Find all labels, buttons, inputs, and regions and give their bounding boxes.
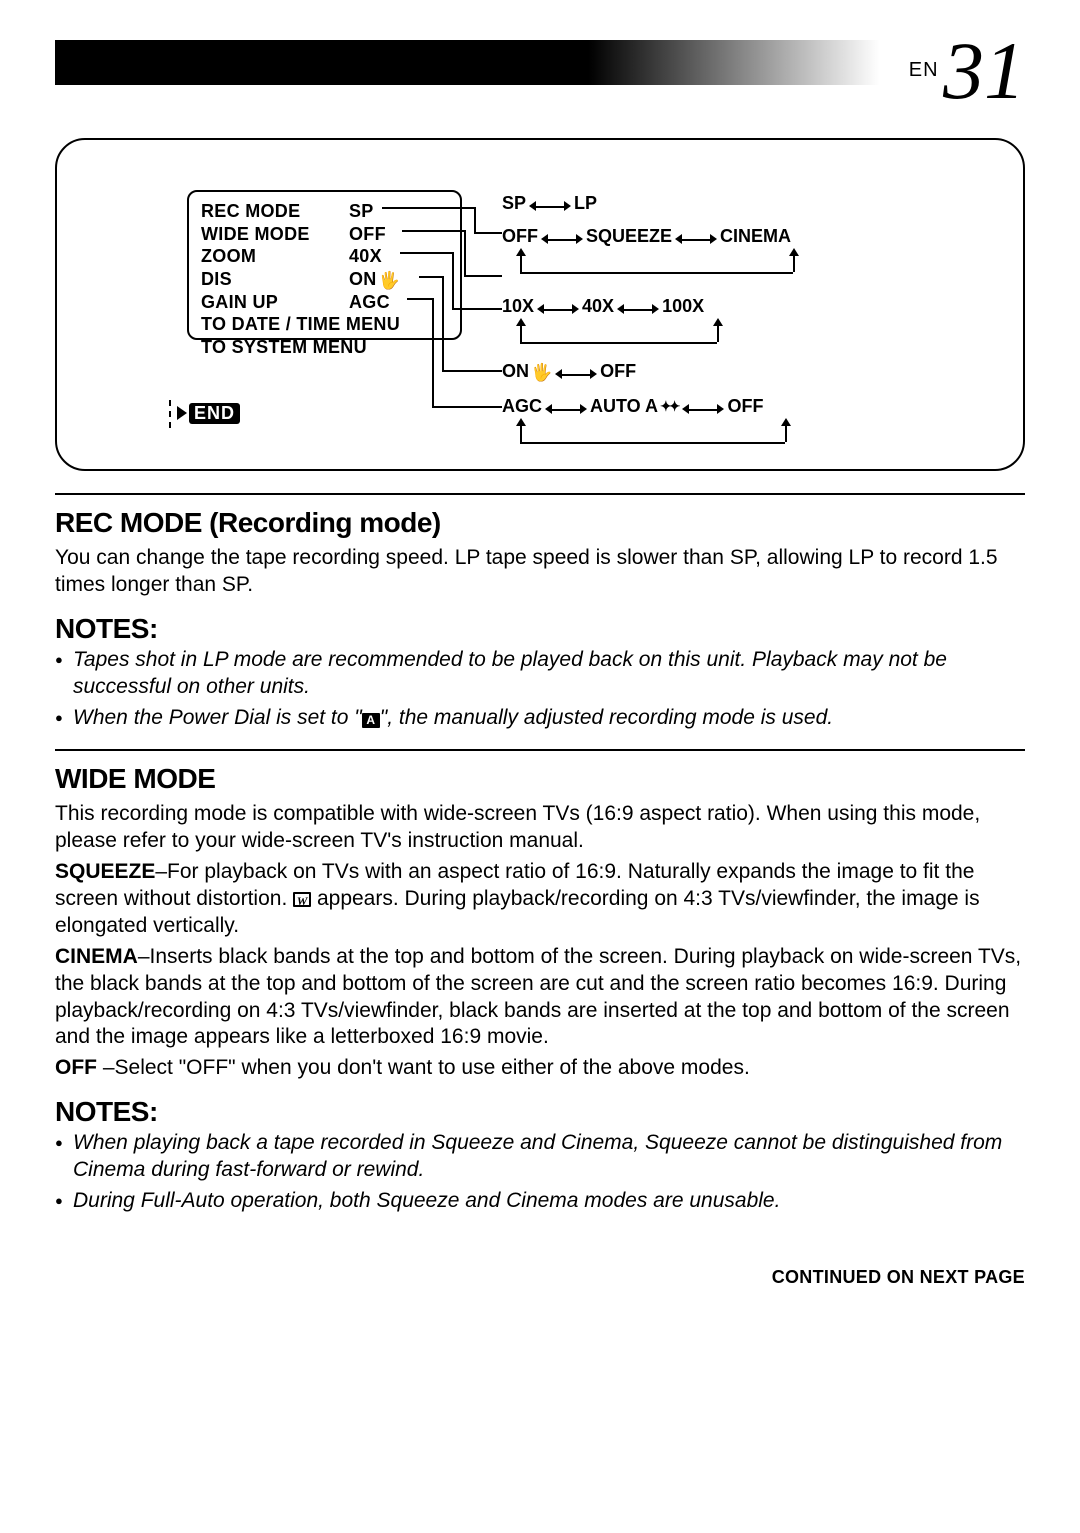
connector bbox=[400, 252, 452, 254]
wide-mode-heading: WIDE MODE bbox=[55, 763, 1025, 795]
rec-mode-body: You can change the tape recording speed.… bbox=[55, 545, 1025, 599]
cinema-label: CINEMA bbox=[55, 945, 138, 968]
connector bbox=[452, 308, 502, 310]
connector bbox=[464, 275, 502, 277]
menu-extra: TO DATE / TIME MENU bbox=[201, 313, 448, 336]
opt-rec: SPLP bbox=[502, 193, 597, 214]
note-item: During Full-Auto operation, both Squeeze… bbox=[73, 1188, 1025, 1215]
opt-gain: AGCAUTO A✦✦OFF bbox=[502, 396, 763, 417]
note-item: When the Power Dial is set to "A", the m… bbox=[73, 705, 1025, 732]
off-para: OFF –Select "OFF" when you don't want to… bbox=[55, 1055, 1025, 1082]
page-num: 31 bbox=[943, 25, 1025, 116]
wide-mode-body: This recording mode is compatible with w… bbox=[55, 801, 1025, 855]
connector bbox=[407, 298, 432, 300]
connector bbox=[442, 276, 444, 370]
page-number: EN 31 bbox=[901, 30, 1025, 112]
note-item: When playing back a tape recorded in Squ… bbox=[73, 1130, 1025, 1184]
connector bbox=[474, 232, 502, 234]
cinema-para: CINEMA–Inserts black bands at the top an… bbox=[55, 944, 1025, 1052]
auto-icon: ✦✦ bbox=[660, 398, 677, 415]
divider bbox=[55, 749, 1025, 751]
page-header: EN 31 bbox=[55, 40, 1025, 120]
connector bbox=[452, 252, 454, 308]
notes-list: When playing back a tape recorded in Squ… bbox=[55, 1130, 1025, 1215]
notes-list: Tapes shot in LP mode are recommended to… bbox=[55, 647, 1025, 732]
w-icon: W bbox=[293, 892, 311, 907]
menu-box: REC MODESP WIDE MODEOFF ZOOM40X DISON🖐 G… bbox=[187, 190, 462, 340]
connector bbox=[382, 207, 474, 209]
a-icon: A bbox=[362, 713, 380, 728]
arrow-up-icon bbox=[781, 418, 791, 426]
squeeze-label: SQUEEZE bbox=[55, 860, 155, 883]
lang-label: EN bbox=[909, 59, 939, 81]
menu-end: END bbox=[169, 400, 240, 428]
connector bbox=[432, 406, 502, 408]
arrow-up-icon bbox=[713, 318, 723, 326]
divider bbox=[55, 493, 1025, 495]
play-icon bbox=[177, 406, 187, 420]
end-badge: END bbox=[189, 403, 240, 424]
connector bbox=[464, 230, 466, 275]
menu-panel: REC MODESP WIDE MODEOFF ZOOM40X DISON🖐 G… bbox=[55, 138, 1025, 471]
off-label: OFF bbox=[55, 1056, 97, 1079]
opt-wide: OFFSQUEEZECINEMA bbox=[502, 226, 791, 247]
rec-mode-heading: REC MODE (Recording mode) bbox=[55, 507, 1025, 539]
connector bbox=[432, 298, 434, 406]
arrow-up-icon bbox=[789, 248, 799, 256]
note-item: Tapes shot in LP mode are recommended to… bbox=[73, 647, 1025, 701]
camera-icon: 🖐 bbox=[379, 270, 400, 291]
menu-row: DISON🖐 bbox=[201, 268, 448, 291]
opt-zoom: 10X40X100X bbox=[502, 296, 704, 317]
menu-row: WIDE MODEOFF bbox=[201, 223, 448, 246]
connector bbox=[419, 276, 442, 278]
connector bbox=[402, 230, 464, 232]
notes-heading: NOTES: bbox=[55, 1096, 1025, 1128]
squeeze-para: SQUEEZE–For playback on TVs with an aspe… bbox=[55, 859, 1025, 940]
header-gradient bbox=[55, 40, 1025, 85]
menu-row: ZOOM40X bbox=[201, 245, 448, 268]
menu-row: GAIN UPAGC bbox=[201, 291, 448, 314]
notes-heading: NOTES: bbox=[55, 613, 1025, 645]
continued-footer: CONTINUED ON NEXT PAGE bbox=[772, 1267, 1025, 1288]
connector bbox=[442, 370, 502, 372]
menu-extra: TO SYSTEM MENU bbox=[201, 336, 448, 359]
opt-dis: ON🖐OFF bbox=[502, 361, 636, 383]
camera-icon: 🖐 bbox=[531, 363, 552, 383]
connector bbox=[474, 207, 476, 232]
menu-row: REC MODESP bbox=[201, 200, 448, 223]
